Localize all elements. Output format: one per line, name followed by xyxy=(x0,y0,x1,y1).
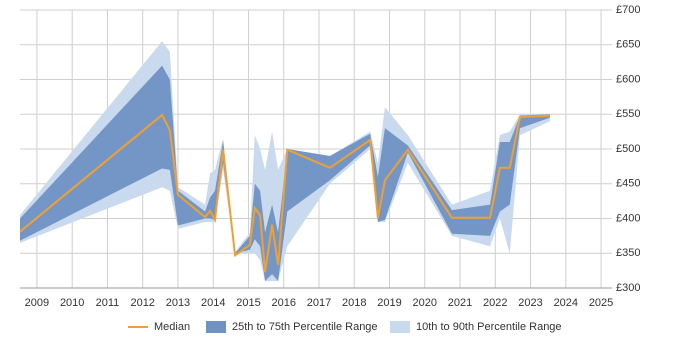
x-tick-label: 2010 xyxy=(60,297,84,309)
y-tick-label: £500 xyxy=(616,143,640,155)
x-tick-label: 2015 xyxy=(236,297,260,309)
x-tick-label: 2025 xyxy=(589,297,613,309)
x-tick-label: 2014 xyxy=(201,297,225,309)
x-tick-label: 2011 xyxy=(96,297,120,309)
y-tick-label: £550 xyxy=(616,108,640,120)
x-tick-label: 2023 xyxy=(518,297,542,309)
legend-label: Median xyxy=(154,321,190,333)
y-tick-label: £650 xyxy=(616,39,640,51)
y-tick-label: £400 xyxy=(616,212,640,224)
legend-swatch xyxy=(206,321,226,333)
y-tick-label: £600 xyxy=(616,73,640,85)
legend-label: 25th to 75th Percentile Range xyxy=(232,321,378,333)
x-tick-label: 2017 xyxy=(307,297,331,309)
x-tick-label: 2013 xyxy=(166,297,190,309)
x-tick-label: 2009 xyxy=(25,297,49,309)
x-tick-label: 2024 xyxy=(554,297,578,309)
median-line xyxy=(19,113,550,273)
y-tick-label: £350 xyxy=(616,247,640,259)
y-tick-label: £450 xyxy=(616,178,640,190)
legend-swatch xyxy=(390,321,410,333)
x-tick-label: 2018 xyxy=(342,297,366,309)
y-tick-label: £300 xyxy=(616,282,640,294)
y-tick-label: £700 xyxy=(616,4,640,16)
x-tick-label: 2016 xyxy=(271,297,295,309)
x-tick-label: 2012 xyxy=(130,297,154,309)
x-tick-label: 2022 xyxy=(483,297,507,309)
x-tick-label: 2021 xyxy=(448,297,472,309)
x-tick-label: 2019 xyxy=(377,297,401,309)
legend-label: 10th to 90th Percentile Range xyxy=(416,321,562,333)
x-tick-label: 2020 xyxy=(413,297,437,309)
